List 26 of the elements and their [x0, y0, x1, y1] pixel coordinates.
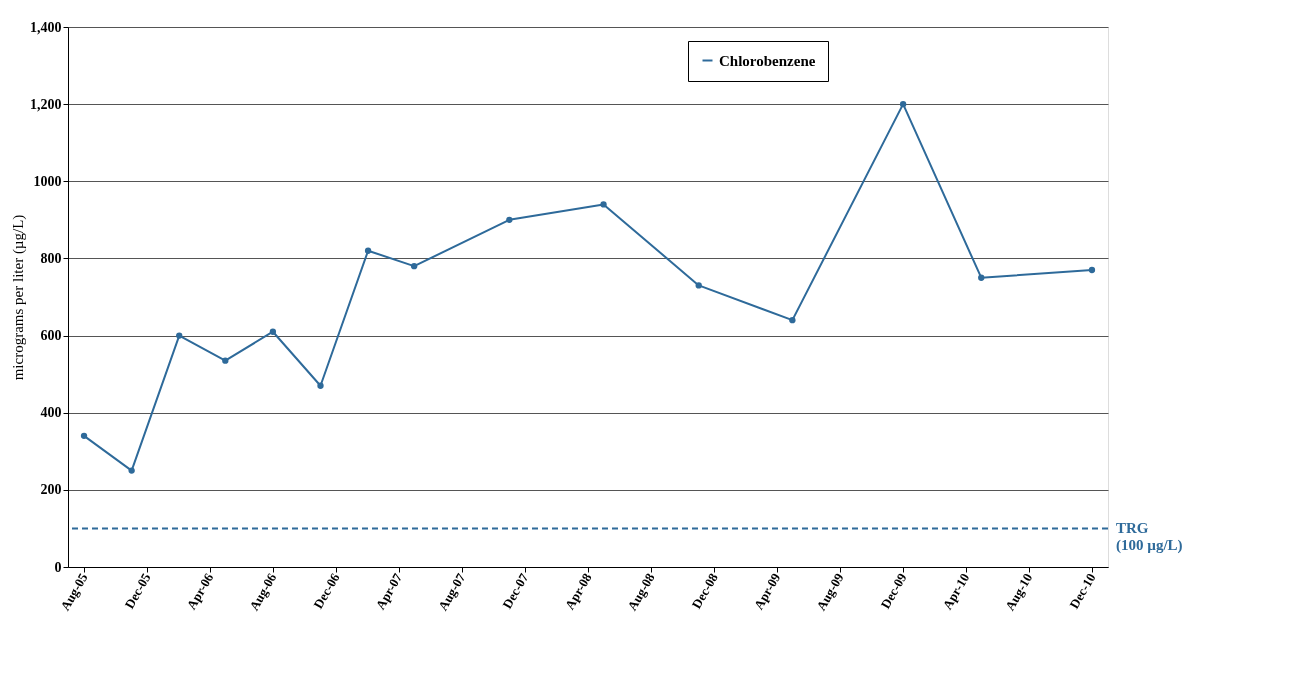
y-tick-label: 400	[40, 405, 62, 421]
point	[695, 282, 702, 289]
point	[978, 274, 985, 281]
point	[80, 432, 88, 440]
point	[410, 262, 418, 270]
y-tick-label: 800	[40, 250, 62, 266]
y-tick-label: 1000	[33, 173, 62, 189]
point	[269, 328, 277, 335]
point	[128, 467, 135, 474]
point	[899, 100, 907, 108]
y-tick-label: 200	[40, 482, 62, 498]
y-tick-label: 1,200	[30, 96, 62, 112]
point	[1088, 266, 1096, 274]
y-tick-label: 600	[40, 328, 62, 344]
point	[600, 201, 607, 208]
point	[364, 247, 372, 254]
legend-label: Chlorobenzene	[719, 52, 816, 69]
y-tick-label: 0	[54, 559, 62, 575]
point	[176, 332, 183, 339]
point	[222, 357, 229, 364]
point	[506, 216, 513, 224]
point	[789, 316, 796, 324]
ref-line-label: TRG (100 µg/L)	[1116, 520, 1183, 555]
point	[317, 382, 324, 389]
y-axis-title: micrograms per liter (µg/L)	[10, 214, 27, 381]
y-tick-label: 1,400	[30, 19, 62, 35]
